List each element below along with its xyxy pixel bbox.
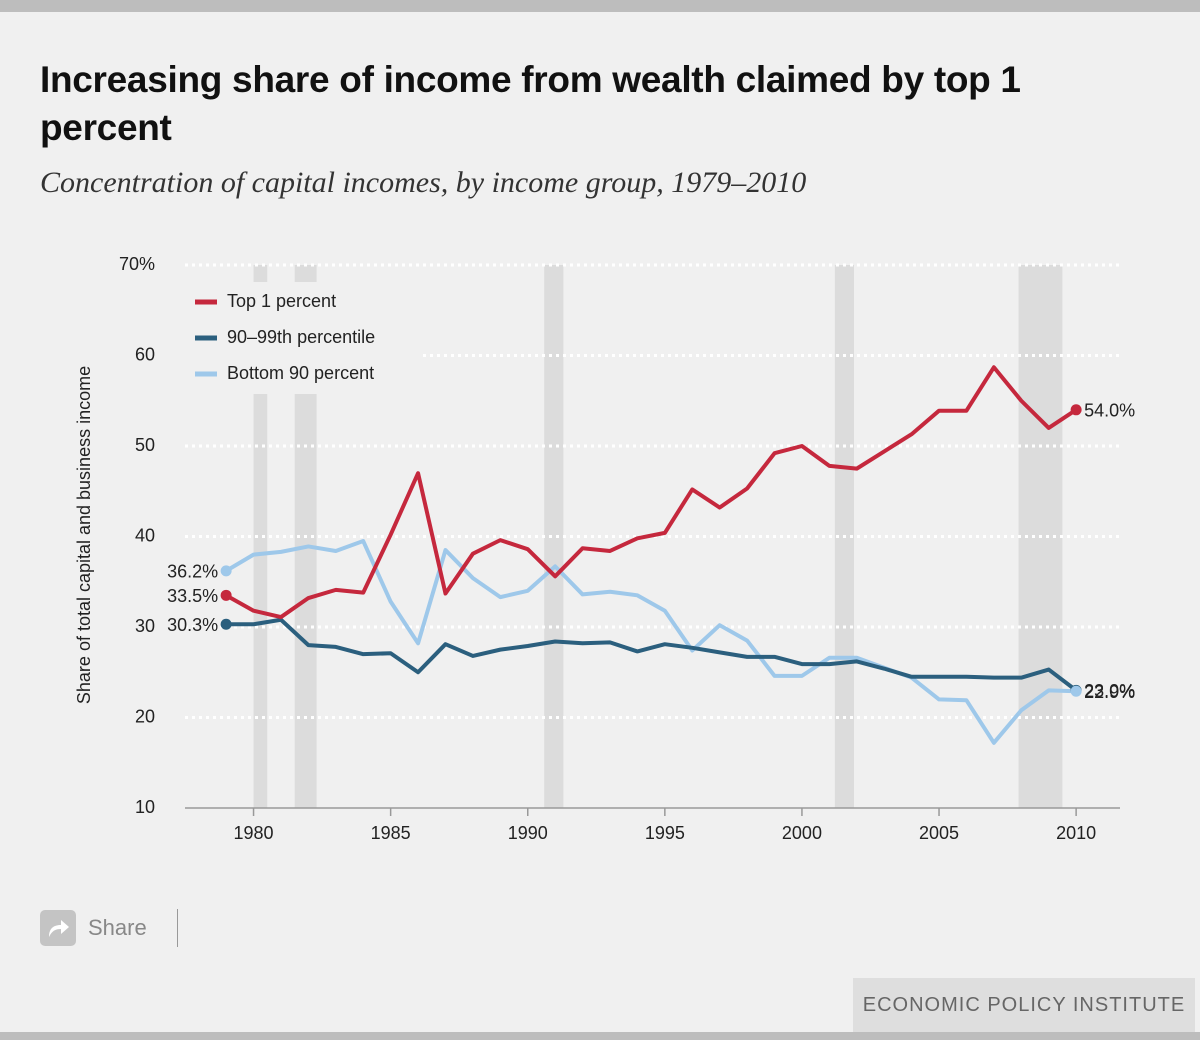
footer: ECONOMIC POLICY INSTITUTE bbox=[853, 978, 1195, 1032]
x-tick-label: 2005 bbox=[919, 823, 959, 843]
end-point bbox=[220, 589, 232, 601]
value-label: 33.5% bbox=[167, 586, 218, 606]
share-icon bbox=[40, 910, 76, 946]
end-point bbox=[220, 618, 232, 630]
end-point bbox=[220, 565, 232, 577]
end-point bbox=[1070, 404, 1082, 416]
x-tick-label: 1980 bbox=[234, 823, 274, 843]
top-bar bbox=[0, 0, 1200, 12]
chart: Share of total capital and business inco… bbox=[74, 254, 1135, 843]
legend-label: Bottom 90 percent bbox=[227, 363, 374, 383]
value-label: 23.0% bbox=[1084, 681, 1135, 701]
x-tick-label: 2000 bbox=[782, 823, 822, 843]
line bbox=[225, 365, 1078, 620]
x-tick-label: 1995 bbox=[645, 823, 685, 843]
y-tick-label: 40 bbox=[135, 525, 155, 545]
legend-label: 90–99th percentile bbox=[227, 327, 375, 347]
value-label: 30.3% bbox=[167, 615, 218, 635]
chart-title: Increasing share of income from wealth c… bbox=[40, 59, 1021, 148]
y-axis-label: Share of total capital and business inco… bbox=[74, 366, 94, 704]
recession-band bbox=[544, 265, 564, 808]
share-button[interactable]: Share bbox=[40, 909, 178, 947]
y-tick-label: 70% bbox=[119, 254, 155, 274]
x-tick-label: 2010 bbox=[1056, 823, 1096, 843]
y-tick-label: 20 bbox=[135, 706, 155, 726]
recession-band bbox=[253, 265, 268, 808]
y-tick-label: 50 bbox=[135, 435, 155, 455]
bottom-bar bbox=[0, 1032, 1200, 1040]
end-point bbox=[1070, 685, 1082, 697]
legend-background bbox=[185, 282, 420, 394]
value-label: 54.0% bbox=[1084, 401, 1135, 421]
line bbox=[225, 539, 1077, 745]
separator bbox=[176, 909, 178, 947]
line bbox=[226, 617, 1078, 692]
value-label: 22.9% bbox=[1084, 682, 1135, 702]
value-label: 36.2% bbox=[167, 562, 218, 582]
x-tick-label: 1990 bbox=[508, 823, 548, 843]
chart-subtitle: Concentration of capital incomes, by inc… bbox=[40, 166, 807, 199]
legend-label: Top 1 percent bbox=[227, 291, 336, 311]
x-tick-label: 1985 bbox=[371, 823, 411, 843]
y-tick-label: 30 bbox=[135, 616, 155, 636]
share-label: Share bbox=[88, 915, 147, 940]
y-tick-label: 10 bbox=[135, 797, 155, 817]
y-tick-label: 60 bbox=[135, 344, 155, 364]
